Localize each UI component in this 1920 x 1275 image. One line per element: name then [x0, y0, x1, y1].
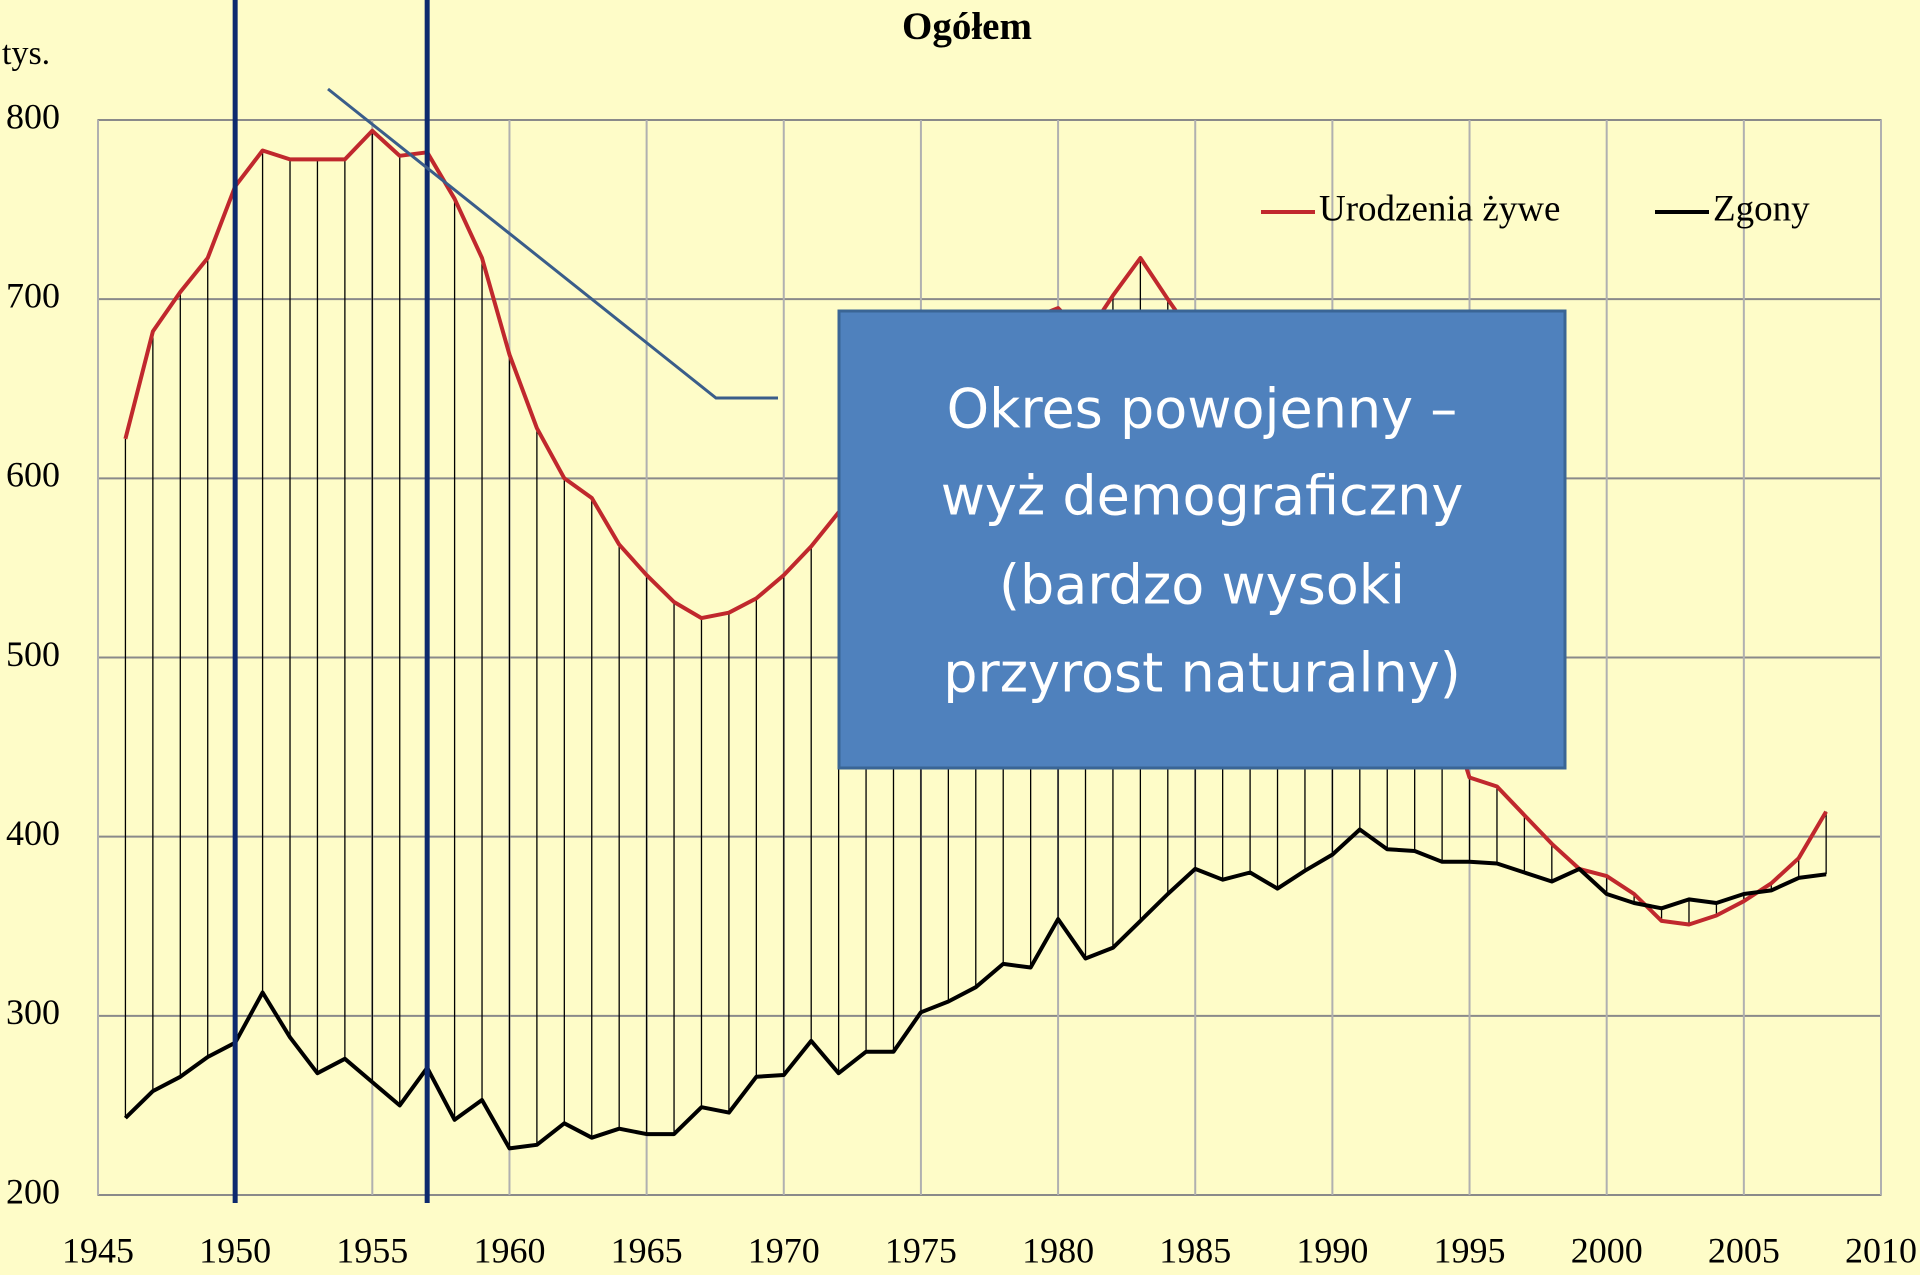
y-tick-label: 600 — [6, 455, 60, 495]
x-tick-label: 1995 — [1434, 1230, 1506, 1270]
annotation-box — [837, 309, 1567, 770]
legend-label: Urodzenia żywe — [1319, 188, 1560, 229]
chart-title: Ogółem — [902, 5, 1032, 48]
y-tick-label: 200 — [6, 1171, 60, 1211]
legend-label: Zgony — [1713, 188, 1810, 229]
x-tick-label: 1980 — [1022, 1230, 1094, 1270]
x-tick-label: 1985 — [1159, 1230, 1231, 1270]
annotation-text: (bardzo wysoki — [999, 554, 1405, 617]
x-tick-label: 1950 — [199, 1230, 271, 1270]
x-tick-label: 1990 — [1296, 1230, 1368, 1270]
x-tick-label: 1955 — [336, 1230, 408, 1270]
x-tick-label: 1975 — [885, 1230, 957, 1270]
y-tick-label: 300 — [6, 992, 60, 1032]
y-axis-label: tys. — [2, 35, 50, 72]
annotation-text: przyrost naturalny) — [943, 642, 1461, 705]
series-line — [124, 827, 1827, 1151]
x-tick-label: 1970 — [748, 1230, 820, 1270]
y-tick-label: 800 — [6, 96, 60, 136]
annotation-text: Okres powojenny – — [947, 378, 1458, 441]
y-tick-label: 500 — [6, 634, 60, 674]
legend: Urodzenia żywe Zgony — [1261, 188, 1810, 229]
x-tick-label: 2005 — [1708, 1230, 1780, 1270]
x-tick-label: 1965 — [611, 1230, 683, 1270]
x-tick-label: 2000 — [1571, 1230, 1643, 1270]
y-tick-label: 700 — [6, 275, 60, 315]
x-tick-label: 2010 — [1845, 1230, 1917, 1270]
callout-line — [327, 87, 778, 400]
y-tick-label: 400 — [6, 813, 60, 853]
x-tick-label: 1960 — [473, 1230, 545, 1270]
x-tick-label: 1945 — [62, 1230, 134, 1270]
annotation-text: wyż demograficzny — [941, 465, 1464, 528]
